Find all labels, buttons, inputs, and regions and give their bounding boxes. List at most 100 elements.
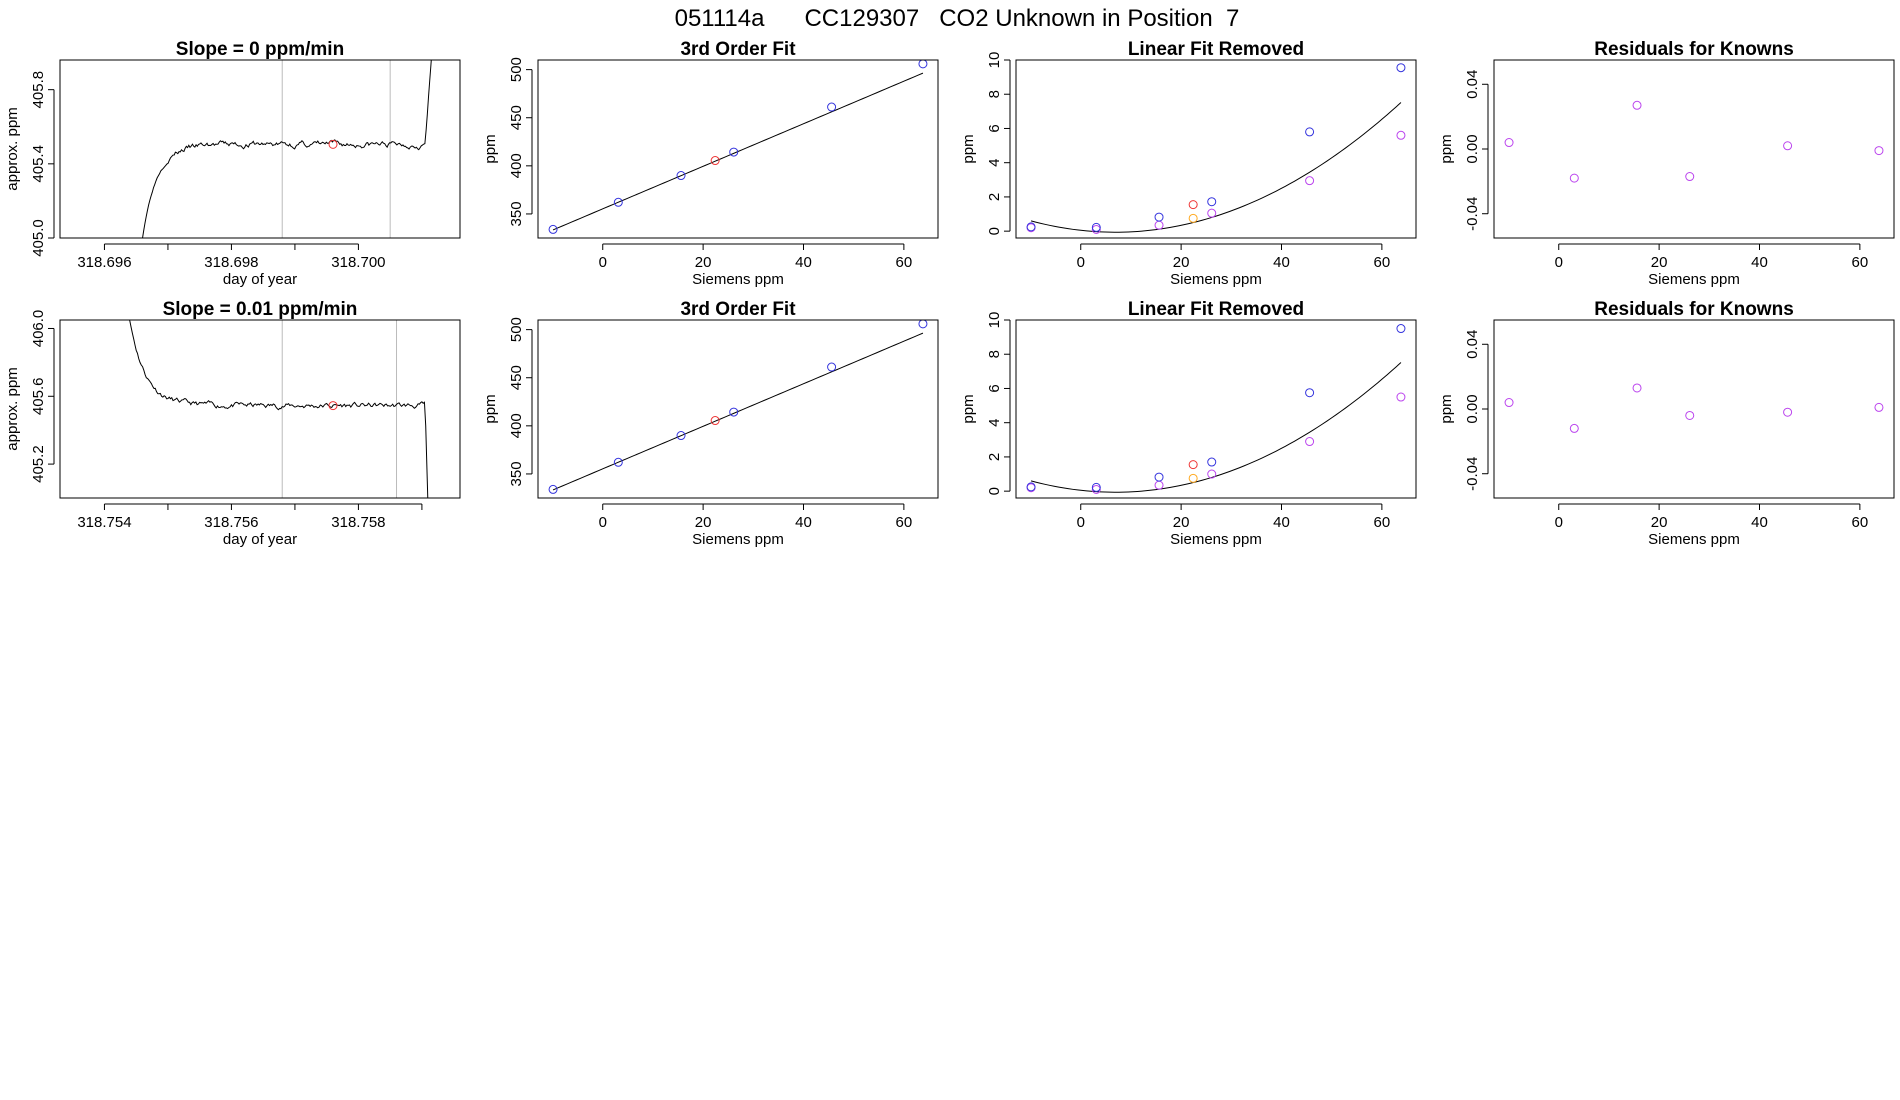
- y-tick-label: 400: [508, 153, 525, 178]
- panel-title: 3rd Order Fit: [680, 299, 796, 320]
- y-tick-label: 500: [508, 57, 525, 82]
- x-tick-label: 20: [1651, 514, 1668, 531]
- x-tick-label: 60: [896, 514, 913, 531]
- y-axis-label: ppm: [960, 394, 977, 423]
- plot-area: [548, 60, 928, 234]
- x-tick-label: 40: [1751, 254, 1768, 271]
- residual-point: [1874, 146, 1884, 156]
- y-tick-label: 0.00: [1464, 134, 1481, 163]
- plot-area: [1026, 63, 1406, 234]
- x-tick-label: 318.698: [204, 254, 258, 271]
- orange-point: [1188, 213, 1198, 223]
- y-axis-label: ppm: [960, 134, 977, 163]
- x-tick-label: 318.758: [331, 514, 385, 531]
- plot-frame: [537, 319, 939, 499]
- y-tick-label: 0: [986, 227, 1003, 235]
- unknown-point: [710, 156, 720, 166]
- known-point: [1207, 457, 1217, 467]
- plot-frame: [1015, 319, 1417, 499]
- known-point: [1154, 212, 1164, 222]
- y-tick-label: 0: [986, 487, 1003, 495]
- residual-point: [1207, 469, 1217, 479]
- unknown-point: [710, 416, 720, 426]
- residual-point: [1504, 398, 1514, 408]
- x-tick-label: 318.754: [77, 514, 131, 531]
- x-tick-label: 40: [1751, 514, 1768, 531]
- x-tick-label: 40: [795, 254, 812, 271]
- x-tick-label: 318.696: [77, 254, 131, 271]
- co2-trace: [129, 320, 429, 498]
- y-tick-label: 406.0: [30, 310, 47, 348]
- x-tick-label: 60: [896, 254, 913, 271]
- panel-r2-linrem: Linear Fit Removed 0 20 40 60 Siemens ppm 0 2 4 6…: [960, 299, 1417, 548]
- known-point: [1207, 197, 1217, 207]
- panel-title: 3rd Order Fit: [680, 39, 796, 60]
- residual-point: [1685, 410, 1695, 420]
- y-tick-label: 8: [986, 90, 1003, 98]
- known-point: [1396, 63, 1406, 73]
- plot-area: [1504, 383, 1884, 433]
- y-tick-label: 0.04: [1464, 70, 1481, 99]
- x-tick-label: 0: [1077, 254, 1085, 271]
- panel-title: Slope = 0.01 ppm/min: [163, 299, 358, 320]
- residual-point: [1685, 172, 1695, 182]
- plot-area: [1026, 324, 1406, 494]
- y-tick-label: 450: [508, 365, 525, 390]
- x-axis-label: Siemens ppm: [1170, 271, 1262, 288]
- x-tick-label: 20: [1173, 514, 1190, 531]
- x-tick-label: 0: [599, 514, 607, 531]
- y-tick-label: 6: [986, 384, 1003, 392]
- residual-point: [1569, 423, 1579, 433]
- y-axis-label: approx. ppm: [4, 107, 21, 190]
- plot-frame: [1493, 59, 1895, 239]
- x-tick-label: 40: [1273, 514, 1290, 531]
- y-tick-label: 6: [986, 124, 1003, 132]
- unknown-point: [1188, 460, 1198, 470]
- x-tick-label: 40: [795, 514, 812, 531]
- panel-title: Residuals for Knowns: [1594, 39, 1794, 60]
- plot-area: [129, 320, 429, 498]
- residual-point: [1396, 392, 1406, 402]
- known-point: [918, 320, 928, 329]
- y-tick-label: 2: [986, 453, 1003, 461]
- x-tick-label: 60: [1374, 514, 1391, 531]
- known-point: [729, 407, 739, 417]
- plot-frame: [59, 319, 461, 499]
- known-point: [729, 147, 739, 157]
- x-tick-label: 0: [599, 254, 607, 271]
- y-tick-label: 350: [508, 201, 525, 226]
- x-axis-label: day of year: [223, 531, 297, 548]
- x-tick-label: 20: [695, 514, 712, 531]
- residual-point: [1632, 100, 1642, 110]
- x-tick-label: 60: [1852, 254, 1869, 271]
- residual-point: [1783, 407, 1793, 417]
- x-tick-label: 20: [1173, 254, 1190, 271]
- y-tick-label: 450: [508, 105, 525, 130]
- x-tick-label: 0: [1555, 514, 1563, 531]
- y-tick-label: -0.04: [1464, 457, 1481, 491]
- known-point: [676, 171, 686, 181]
- x-axis-label: Siemens ppm: [1648, 271, 1740, 288]
- y-tick-label: 10: [986, 312, 1003, 329]
- y-tick-label: -0.04: [1464, 197, 1481, 231]
- x-tick-label: 20: [1651, 254, 1668, 271]
- residual-point: [1783, 141, 1793, 151]
- panel-r1-resid: Residuals for Knowns 0 20 40 60 Siemens ppm -0…: [1438, 39, 1895, 288]
- x-tick-label: 40: [1273, 254, 1290, 271]
- y-tick-label: 405.2: [30, 445, 47, 483]
- x-tick-label: 318.700: [331, 254, 385, 271]
- residual-point: [1207, 208, 1217, 218]
- known-point: [548, 484, 558, 494]
- unknown-point: [328, 401, 338, 411]
- plot-frame: [537, 59, 939, 239]
- known-point: [548, 224, 558, 234]
- known-point: [1091, 482, 1101, 492]
- panel-r2-resid: Residuals for Knowns 0 20 40 60 Siemens ppm -0…: [1438, 299, 1895, 548]
- y-tick-label: 350: [508, 461, 525, 486]
- x-tick-label: 20: [695, 254, 712, 271]
- residual-point: [1504, 138, 1514, 148]
- plot-frame: [59, 59, 461, 239]
- y-tick-label: 4: [986, 419, 1003, 427]
- known-point: [613, 457, 623, 467]
- plot-frame: [1493, 319, 1895, 499]
